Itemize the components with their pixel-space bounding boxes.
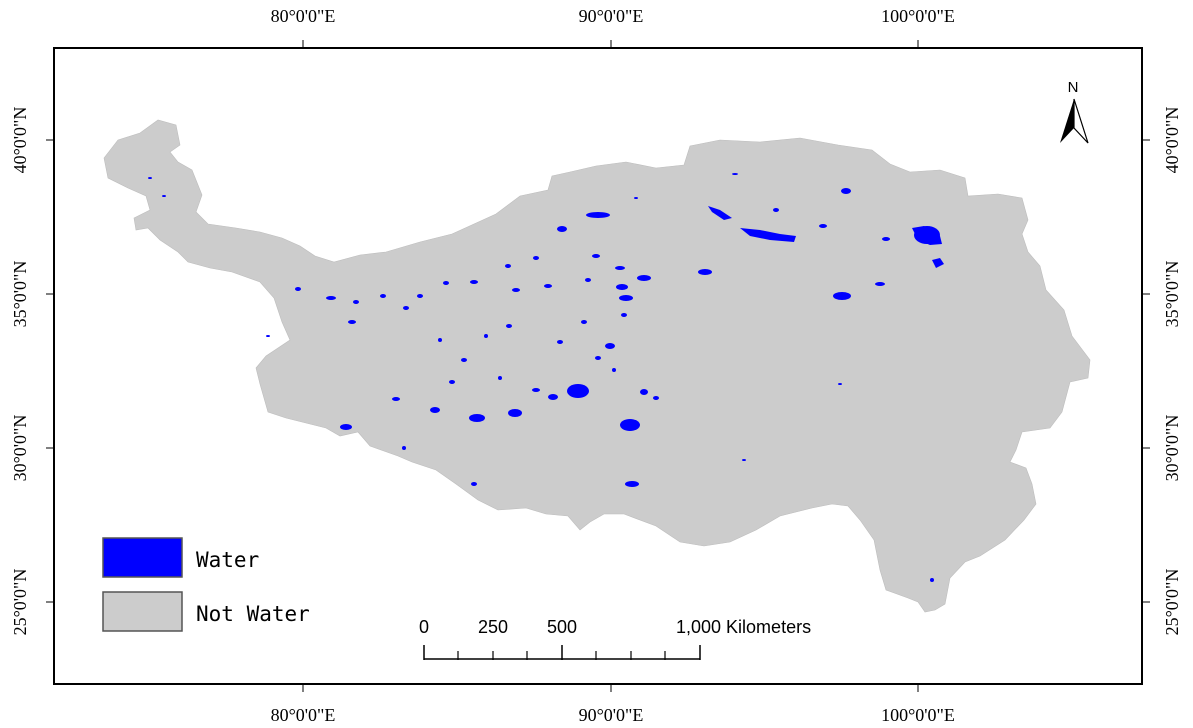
lake (512, 288, 520, 292)
lake (653, 396, 659, 400)
lake (498, 376, 502, 380)
lake (533, 256, 539, 260)
scale-label-500: 500 (547, 617, 577, 637)
north-arrow: N (1060, 79, 1089, 144)
lake (605, 343, 615, 349)
lon-label-bottom-90: 90°0'0"E (579, 705, 644, 725)
lake (417, 294, 423, 298)
lat-label-left-25: 25°0'0"N (10, 569, 30, 636)
lake (544, 284, 552, 288)
scale-label-0: 0 (419, 617, 429, 637)
lake (461, 358, 467, 362)
lake (403, 306, 409, 310)
lake (557, 340, 563, 344)
lake (548, 394, 558, 400)
legend-swatch-not-water (102, 591, 183, 632)
lat-label-right-30: 30°0'0"N (1162, 415, 1182, 482)
lake (469, 414, 485, 422)
lake (732, 173, 738, 175)
scale-label-250: 250 (478, 617, 508, 637)
lake (340, 424, 352, 430)
north-label: N (1068, 79, 1079, 96)
lake (708, 206, 732, 220)
lake (875, 282, 885, 286)
lake (380, 294, 386, 298)
lake-yamdrok (625, 481, 639, 487)
lake (266, 335, 270, 337)
lake (640, 389, 648, 395)
lake (506, 324, 512, 328)
lon-label-bottom-80: 80°0'0"E (271, 705, 336, 725)
lake (532, 388, 540, 392)
lake (505, 264, 511, 268)
legend: Water Not Water (102, 537, 310, 632)
lat-label-right-40: 40°0'0"N (1162, 107, 1182, 174)
lake (841, 188, 851, 194)
lake (471, 482, 477, 486)
lake (326, 296, 336, 300)
frame-ticks (46, 40, 1150, 692)
lake (353, 300, 359, 304)
north-arrow-half-icon (1073, 98, 1089, 144)
scale-bar: 0 250 500 1,000 Kilometers (419, 617, 811, 660)
water-bodies (148, 173, 944, 582)
lon-label-top-80: 80°0'0"E (271, 6, 336, 26)
lake (585, 278, 591, 282)
lake (882, 237, 890, 241)
lake-qinghai-shape (912, 226, 942, 245)
lake (634, 197, 638, 199)
legend-label-not-water: Not Water (196, 602, 310, 626)
lake (443, 281, 449, 285)
lake (148, 177, 152, 179)
lake (930, 578, 934, 582)
lake (348, 320, 356, 324)
lake (430, 407, 440, 413)
lon-label-bottom-100: 100°0'0"E (881, 705, 955, 725)
lake (470, 280, 478, 284)
lat-label-left-35: 35°0'0"N (10, 261, 30, 328)
lake (592, 254, 600, 258)
lake (740, 228, 796, 242)
lake (619, 295, 633, 301)
lon-label-top-90: 90°0'0"E (579, 6, 644, 26)
lake (621, 313, 627, 317)
lake (508, 409, 522, 417)
lon-label-top-100: 100°0'0"E (881, 6, 955, 26)
lake (581, 320, 587, 324)
legend-swatch-water (102, 537, 183, 578)
lake (392, 397, 400, 401)
lake (484, 334, 488, 338)
legend-label-water: Water (196, 548, 259, 572)
lake-siling (567, 384, 589, 398)
lake (615, 266, 625, 270)
lat-label-left-40: 40°0'0"N (10, 107, 30, 174)
lake (616, 284, 628, 290)
lake (449, 380, 455, 384)
lake (586, 212, 610, 218)
lake (698, 269, 712, 275)
north-arrow-icon (1060, 99, 1074, 143)
lake (438, 338, 442, 342)
lat-label-right-35: 35°0'0"N (1162, 261, 1182, 328)
lake (295, 287, 301, 291)
lake (838, 383, 842, 385)
lake (162, 195, 166, 197)
lake (833, 292, 851, 300)
lat-label-right-25: 25°0'0"N (1162, 569, 1182, 636)
lake (742, 459, 746, 461)
lake (773, 208, 779, 212)
lake (402, 446, 406, 450)
lake (819, 224, 827, 228)
lat-label-left-30: 30°0'0"N (10, 415, 30, 482)
lake (595, 356, 601, 360)
lake (932, 258, 944, 268)
scale-label-1000-km: 1,000 Kilometers (676, 617, 811, 637)
lake (612, 368, 616, 372)
lake (637, 275, 651, 281)
lake (557, 226, 567, 232)
lake-namtso (620, 419, 640, 431)
plateau-landmass (103, 119, 1091, 613)
